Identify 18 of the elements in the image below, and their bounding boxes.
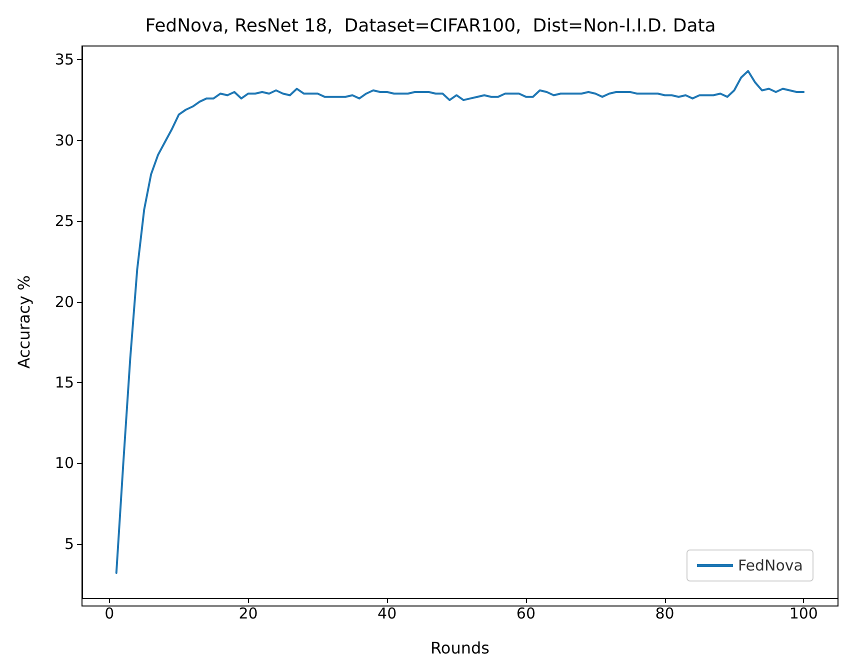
legend-label: FedNova: [738, 556, 804, 574]
y-tick-label: 25: [54, 212, 74, 230]
y-axis-title: Accuracy %: [14, 275, 34, 369]
x-axis-title: Rounds: [430, 638, 490, 658]
x-tick-label: 20: [238, 604, 258, 622]
chart-title: FedNova, ResNet 18, Dataset=CIFAR100, Dist=Non-I.I.D. Data: [145, 16, 716, 36]
y-tick-label: 5: [64, 534, 74, 553]
y-tick-label: 15: [54, 374, 74, 392]
x-tick-label: 0: [104, 604, 114, 622]
x-tick-label: 60: [516, 604, 536, 622]
x-tick-label: 40: [378, 604, 397, 622]
y-tick-label: 10: [54, 454, 74, 472]
x-tick-label: 100: [789, 604, 818, 622]
y-tick-label: 35: [54, 50, 74, 69]
y-tick-label: 30: [54, 131, 74, 150]
x-tick-label: 80: [655, 604, 674, 622]
line-series: [115, 70, 805, 574]
y-tick-label: 20: [54, 292, 74, 311]
